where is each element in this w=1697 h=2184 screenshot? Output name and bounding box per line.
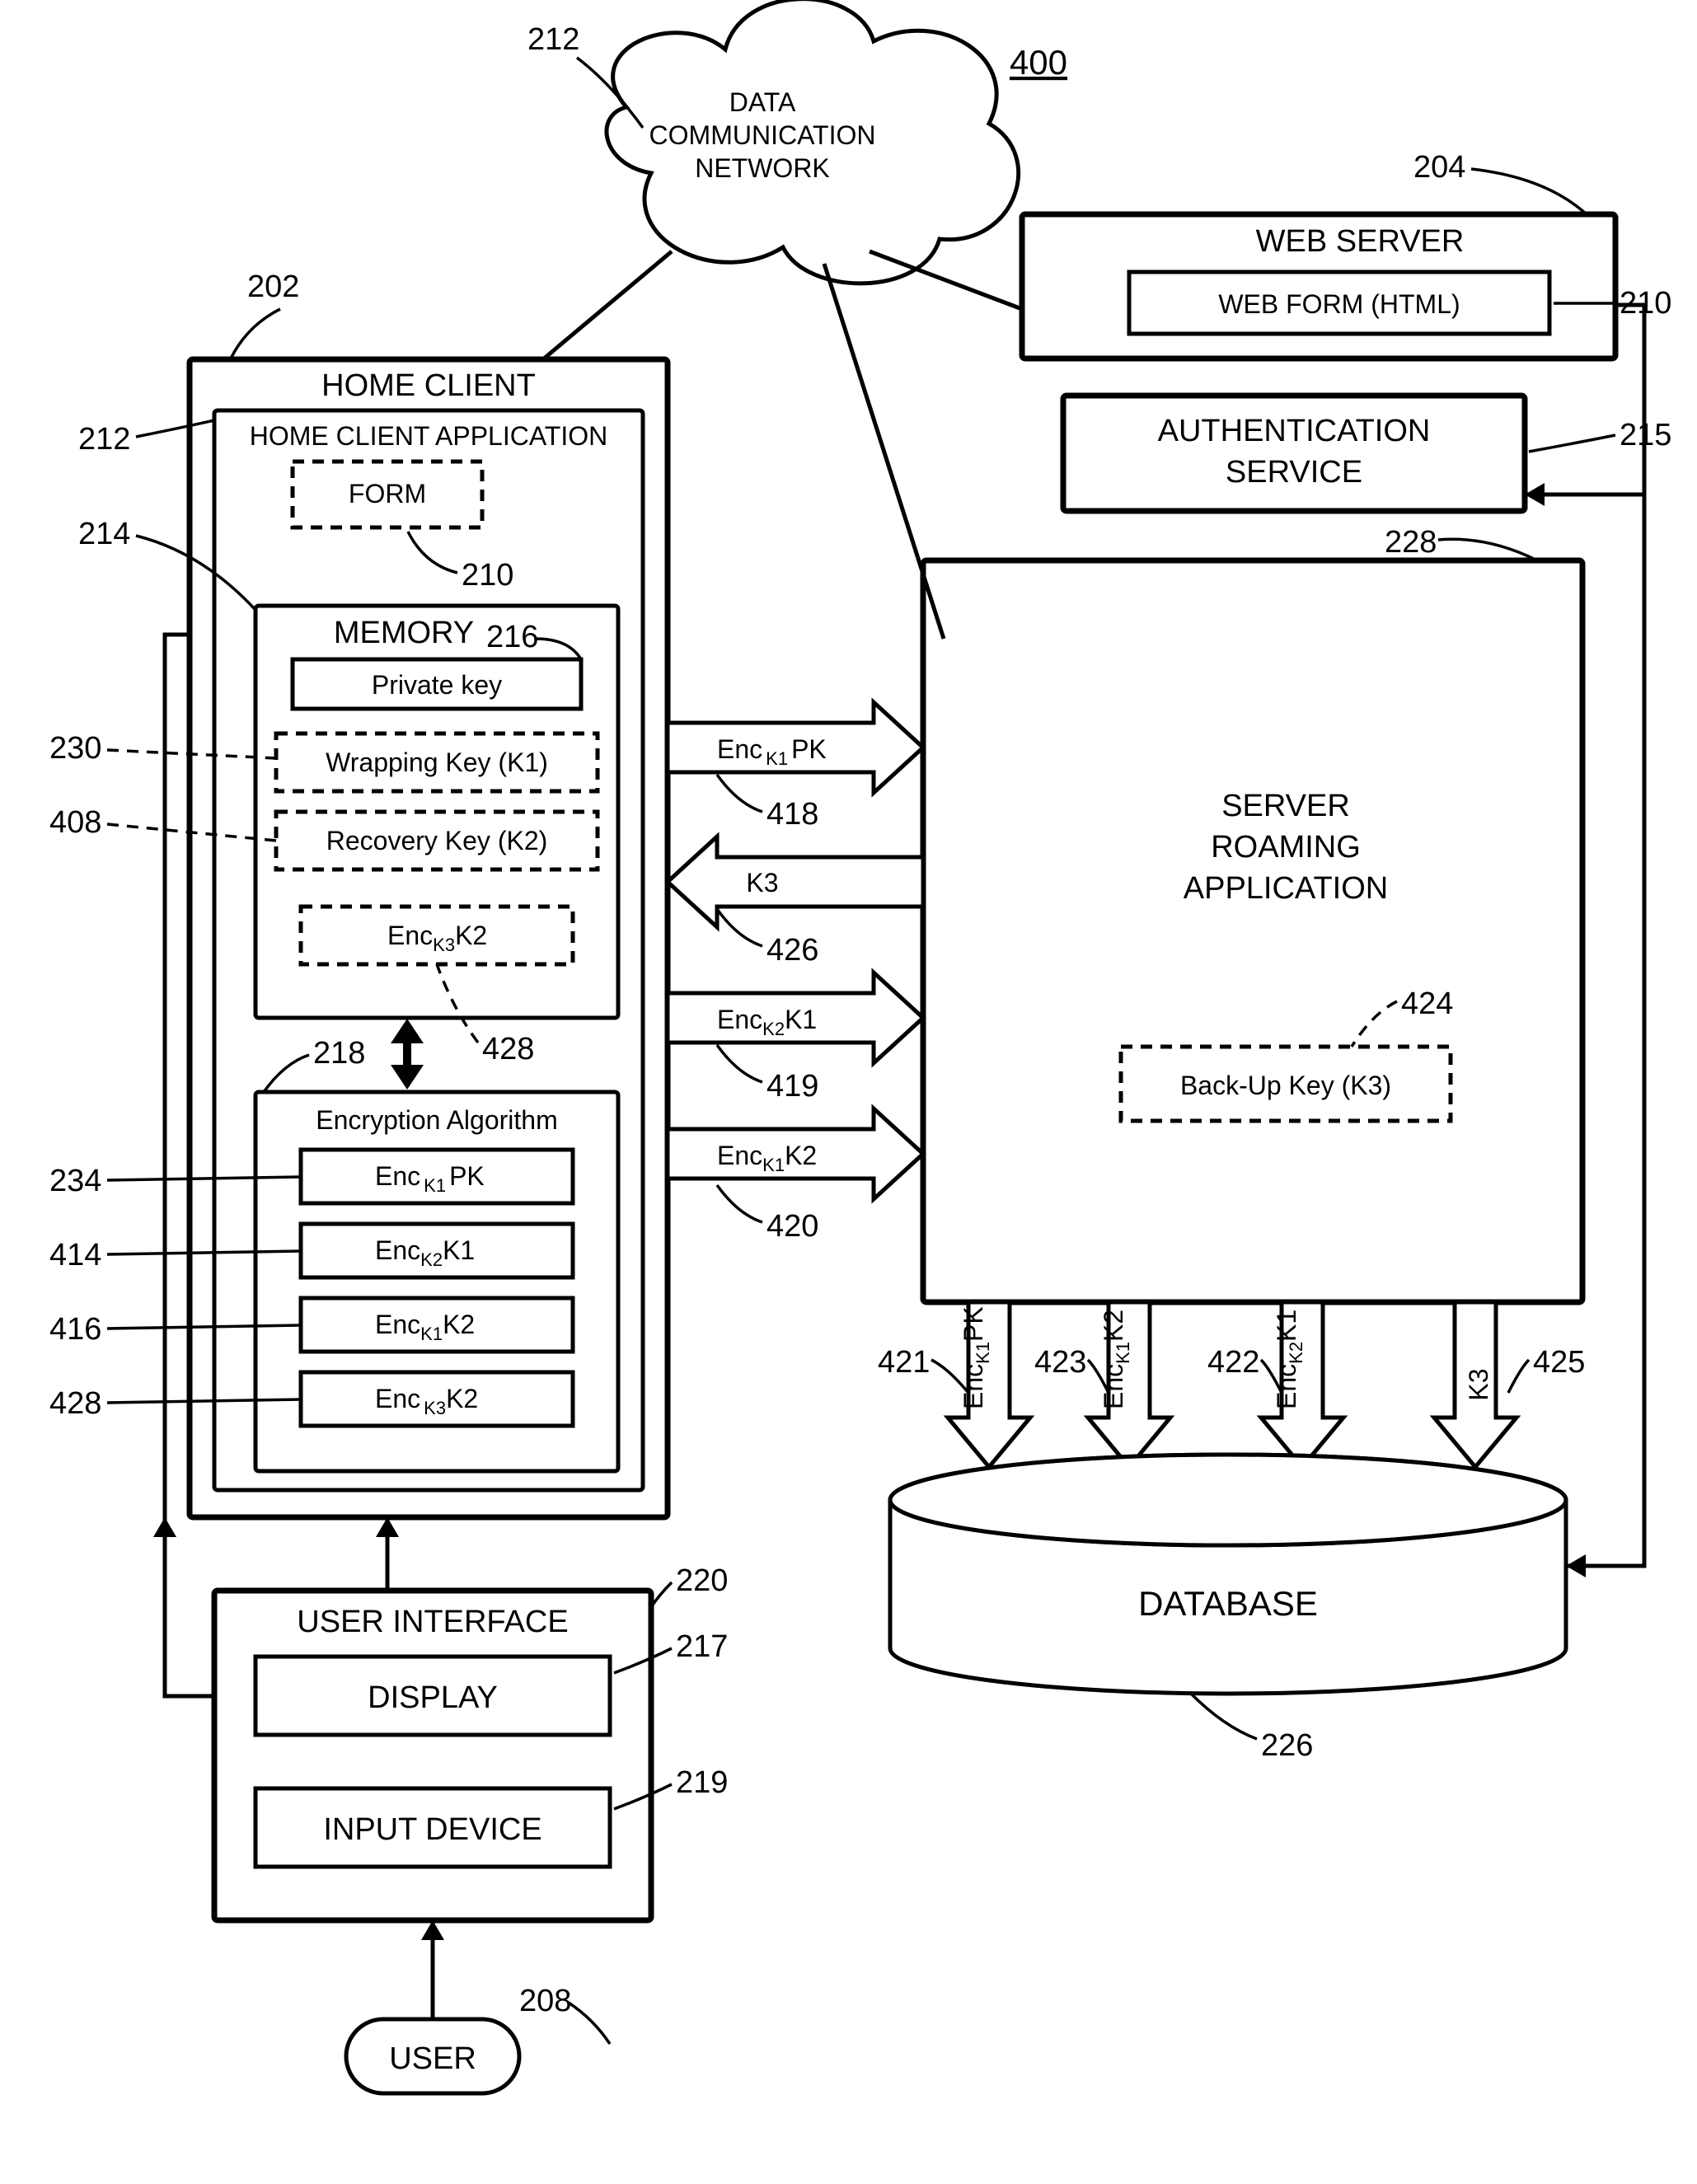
ref-234: 234 — [49, 1164, 101, 1198]
user-node: USER — [346, 1920, 519, 2093]
ref-202: 202 — [247, 269, 299, 304]
ref-212-cloud: 212 — [527, 22, 579, 57]
svg-text:Encryption Algorithm: Encryption Algorithm — [316, 1105, 557, 1135]
double-arrow-icon — [391, 1019, 424, 1090]
ref-425: 425 — [1533, 1345, 1585, 1380]
ref-414: 414 — [49, 1238, 101, 1272]
memory-box: MEMORY Private key Wrapping Key (K1) Rec… — [255, 606, 618, 1018]
ref-230: 230 — [49, 731, 101, 766]
ref-212-app: 212 — [78, 422, 130, 457]
arrow-k3: K3 — [668, 837, 923, 927]
svg-text:ROAMING: ROAMING — [1211, 830, 1361, 865]
ref-219: 219 — [676, 1765, 728, 1800]
svg-text:EncK3K2: EncK3K2 — [375, 1384, 478, 1418]
ref-228: 228 — [1385, 525, 1437, 560]
figure-id: 400 — [1010, 43, 1067, 82]
recovery-key: Recovery Key (K2) — [326, 826, 548, 855]
svg-text:APPLICATION: APPLICATION — [1184, 871, 1388, 906]
user-interface: USER INTERFACE DISPLAY INPUT DEVICE — [214, 1591, 651, 1920]
ref-419: 419 — [766, 1069, 818, 1104]
mem-enc: EncK3K2 — [387, 921, 487, 955]
ref-216: 216 — [486, 620, 538, 654]
svg-text:WEB SERVER: WEB SERVER — [1256, 224, 1465, 259]
auth-service: AUTHENTICATION SERVICE — [1063, 396, 1525, 511]
ref-226: 226 — [1261, 1728, 1313, 1763]
conn-cloud-homeclient — [544, 251, 672, 359]
ref-423: 423 — [1034, 1345, 1086, 1380]
svg-text:DATA: DATA — [729, 87, 796, 117]
svg-text:K3: K3 — [746, 868, 778, 898]
ref-428-mem: 428 — [482, 1032, 534, 1066]
svg-text:EncK1K2: EncK1K2 — [375, 1310, 475, 1344]
diagram-root: 400 DATA COMMUNICATION NETWORK 212 HOME … — [0, 0, 1697, 2184]
down-arrows: EncK1PK EncK1K2 EncK2K1 K3 — [948, 1302, 1517, 1467]
svg-text:FORM: FORM — [349, 479, 426, 509]
svg-text:AUTHENTICATION: AUTHENTICATION — [1158, 414, 1431, 448]
arrow-enc-k2-k1: EncK2K1 — [668, 972, 923, 1063]
svg-text:MEMORY: MEMORY — [334, 616, 474, 650]
ref-217: 217 — [676, 1629, 728, 1664]
input-device: INPUT DEVICE — [323, 1812, 541, 1847]
svg-text:USER: USER — [389, 2041, 476, 2076]
server-roaming-app: SERVER ROAMING APPLICATION Back-Up Key (… — [923, 560, 1582, 1302]
cloud-network: DATA COMMUNICATION NETWORK — [607, 0, 1019, 284]
ref-204: 204 — [1413, 150, 1465, 185]
arrow-enc-k1-k2: EncK1K2 — [668, 1108, 923, 1199]
svg-text:EncK1PK: EncK1PK — [959, 1306, 993, 1409]
svg-text:NETWORK: NETWORK — [695, 153, 830, 183]
web-server: WEB SERVER WEB FORM (HTML) — [1022, 214, 1615, 359]
ref-408: 408 — [49, 805, 101, 840]
ref-422: 422 — [1207, 1345, 1259, 1380]
ref-218: 218 — [313, 1036, 365, 1071]
web-form: WEB FORM (HTML) — [1218, 289, 1460, 319]
backup-key: Back-Up Key (K3) — [1180, 1071, 1391, 1100]
ref-428-row: 428 — [49, 1386, 101, 1421]
svg-text:EncK2K1: EncK2K1 — [375, 1235, 475, 1270]
ref-220: 220 — [676, 1563, 728, 1598]
svg-text:EncK2K1: EncK2K1 — [1272, 1310, 1306, 1409]
svg-text:HOME CLIENT: HOME CLIENT — [321, 368, 536, 403]
svg-text:EncK1K2: EncK1K2 — [1099, 1310, 1133, 1409]
arrow-enc-k1-pk: EncK1PK — [668, 702, 923, 793]
ref-426: 426 — [766, 933, 818, 968]
encryption-algorithm: Encryption Algorithm EncK1PK EncK2K1 Enc… — [255, 1092, 618, 1471]
ref-208: 208 — [519, 1984, 571, 2018]
ref-424: 424 — [1401, 987, 1453, 1021]
svg-text:USER INTERFACE: USER INTERFACE — [297, 1605, 568, 1639]
wrapping-key: Wrapping Key (K1) — [326, 748, 548, 777]
svg-text:SERVER: SERVER — [1221, 789, 1350, 823]
svg-text:K3: K3 — [1464, 1368, 1493, 1400]
ref-418: 418 — [766, 797, 818, 832]
svg-text:HOME CLIENT APPLICATION: HOME CLIENT APPLICATION — [250, 421, 607, 451]
private-key: Private key — [372, 670, 502, 700]
ref-210-form: 210 — [462, 558, 513, 593]
ref-214: 214 — [78, 517, 130, 551]
display: DISPLAY — [368, 1680, 498, 1715]
svg-text:DATABASE: DATABASE — [1138, 1584, 1318, 1623]
svg-text:EncK1PK: EncK1PK — [375, 1161, 485, 1196]
ref-416: 416 — [49, 1312, 101, 1347]
database: DATABASE — [890, 1455, 1566, 1694]
svg-text:SERVICE: SERVICE — [1226, 455, 1362, 490]
ref-421: 421 — [878, 1345, 930, 1380]
svg-text:COMMUNICATION: COMMUNICATION — [649, 120, 876, 150]
ref-420: 420 — [766, 1209, 818, 1244]
